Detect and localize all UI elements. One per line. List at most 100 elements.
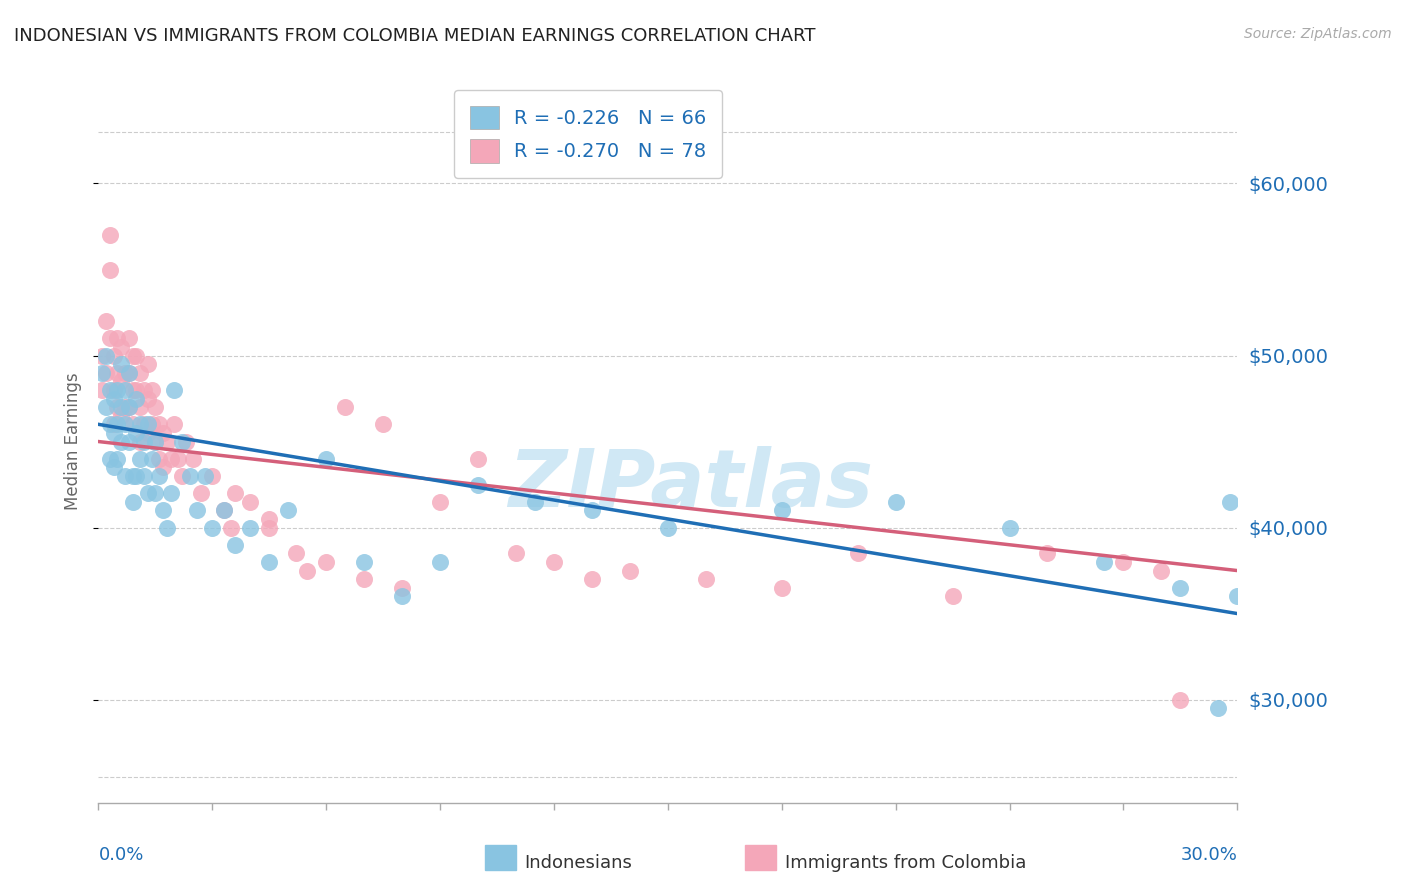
- Point: [145, 434, 167, 449]
- Point: [94, 349, 117, 363]
- Point: [259, 555, 281, 569]
- Point: [201, 520, 224, 534]
- Point: [353, 572, 375, 586]
- Point: [121, 469, 143, 483]
- Point: [1219, 494, 1241, 508]
- Point: [107, 451, 129, 466]
- Point: [114, 400, 136, 414]
- Point: [297, 564, 319, 578]
- Point: [212, 503, 235, 517]
- Point: [145, 400, 167, 414]
- Point: [201, 469, 224, 483]
- Point: [107, 383, 129, 397]
- Point: [141, 451, 163, 466]
- Point: [183, 451, 205, 466]
- Point: [145, 486, 167, 500]
- Point: [110, 374, 132, 388]
- Point: [884, 494, 907, 508]
- Text: Immigrants from Colombia: Immigrants from Colombia: [785, 854, 1026, 871]
- Text: Indonesians: Indonesians: [524, 854, 633, 871]
- Point: [129, 366, 152, 380]
- Point: [125, 392, 148, 406]
- Point: [136, 357, 159, 371]
- Point: [259, 520, 281, 534]
- Point: [156, 520, 179, 534]
- Point: [353, 555, 375, 569]
- Point: [284, 546, 307, 560]
- Point: [114, 417, 136, 432]
- Point: [129, 434, 152, 449]
- Point: [107, 417, 129, 432]
- Point: [657, 520, 679, 534]
- Point: [212, 503, 235, 517]
- Point: [132, 469, 155, 483]
- Point: [429, 494, 451, 508]
- Point: [98, 451, 121, 466]
- Point: [170, 469, 193, 483]
- Point: [221, 520, 243, 534]
- Point: [114, 383, 136, 397]
- Point: [125, 425, 148, 440]
- Point: [141, 383, 163, 397]
- Point: [524, 494, 547, 508]
- Text: Source: ZipAtlas.com: Source: ZipAtlas.com: [1244, 27, 1392, 41]
- Point: [125, 469, 148, 483]
- Point: [505, 546, 527, 560]
- Point: [315, 451, 337, 466]
- Point: [148, 451, 170, 466]
- Point: [91, 349, 114, 363]
- Point: [467, 477, 489, 491]
- Point: [110, 409, 132, 423]
- Point: [118, 400, 141, 414]
- Y-axis label: Median Earnings: Median Earnings: [65, 373, 83, 510]
- Point: [125, 383, 148, 397]
- Text: 0.0%: 0.0%: [98, 846, 143, 863]
- Point: [94, 366, 117, 380]
- Point: [107, 400, 129, 414]
- Point: [118, 400, 141, 414]
- Point: [581, 503, 603, 517]
- Point: [103, 425, 125, 440]
- Point: [118, 366, 141, 380]
- Point: [156, 434, 179, 449]
- Point: [107, 331, 129, 345]
- Point: [770, 503, 793, 517]
- Point: [118, 366, 141, 380]
- Point: [98, 383, 121, 397]
- Point: [118, 434, 141, 449]
- Point: [121, 417, 143, 432]
- Point: [770, 581, 793, 595]
- Point: [429, 555, 451, 569]
- Point: [107, 366, 129, 380]
- Point: [239, 494, 262, 508]
- Point: [129, 451, 152, 466]
- Point: [335, 400, 357, 414]
- Point: [132, 434, 155, 449]
- Point: [121, 383, 143, 397]
- Point: [103, 383, 125, 397]
- Point: [695, 572, 717, 586]
- Point: [114, 366, 136, 380]
- Point: [110, 340, 132, 354]
- Point: [190, 486, 212, 500]
- Point: [1208, 701, 1230, 715]
- Point: [1170, 581, 1192, 595]
- Point: [619, 564, 641, 578]
- Point: [98, 331, 121, 345]
- Point: [98, 262, 121, 277]
- Point: [129, 417, 152, 432]
- Point: [114, 469, 136, 483]
- Point: [125, 349, 148, 363]
- Point: [98, 228, 121, 243]
- Point: [148, 469, 170, 483]
- Point: [224, 486, 246, 500]
- Point: [1150, 564, 1173, 578]
- Point: [103, 417, 125, 432]
- Point: [132, 383, 155, 397]
- Point: [136, 417, 159, 432]
- Point: [1094, 555, 1116, 569]
- Point: [121, 349, 143, 363]
- Point: [136, 392, 159, 406]
- Point: [942, 590, 965, 604]
- Point: [148, 417, 170, 432]
